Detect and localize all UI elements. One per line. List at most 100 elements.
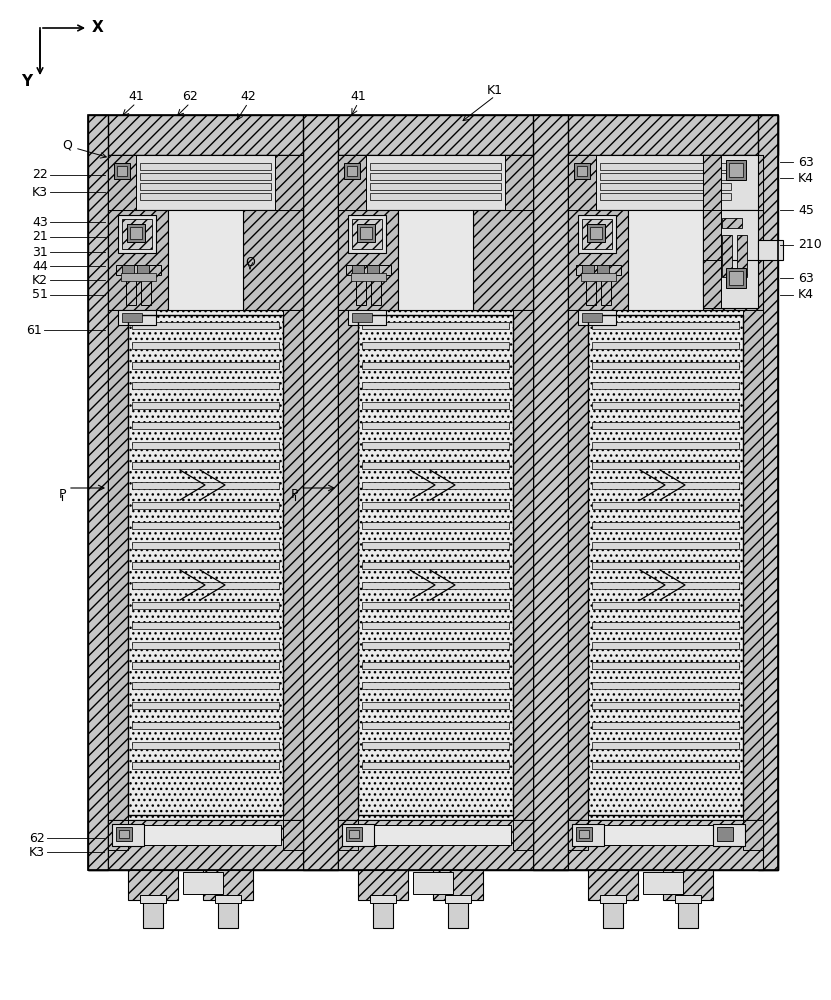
Text: K4: K4 [798,172,814,184]
Bar [132,762,279,769]
Bar [600,163,731,170]
Bar [729,271,743,285]
Bar [592,662,739,669]
Bar [360,825,511,845]
Bar [590,825,741,845]
Bar [108,155,303,210]
Bar [132,602,279,609]
Bar [362,322,509,329]
Bar [88,820,778,870]
Bar [448,900,468,928]
Bar [338,155,533,210]
Text: K1: K1 [487,84,503,97]
Bar [737,235,747,277]
Bar [703,260,721,308]
Bar [592,502,739,509]
Bar [140,163,271,170]
Bar [592,582,739,589]
Bar [588,315,743,815]
Bar [703,210,721,295]
Bar [592,702,739,709]
Bar [132,642,279,649]
Bar [663,870,713,900]
Bar [132,342,279,349]
Bar [367,265,379,277]
Bar [362,582,509,589]
Bar [362,642,509,649]
Bar [533,115,568,870]
Bar [118,310,156,325]
Bar [362,762,509,769]
Bar [370,183,501,190]
Bar [362,342,509,349]
Bar [348,215,386,253]
Bar [358,870,408,900]
Text: K2: K2 [32,273,48,286]
Bar [592,442,739,449]
Bar [348,310,386,325]
Bar [132,382,279,389]
Text: X: X [92,20,104,35]
Bar [362,502,509,509]
Bar [108,820,128,850]
Bar [743,310,763,820]
Bar [722,218,742,228]
Bar [729,163,743,177]
Bar [275,155,303,210]
Bar [362,482,509,489]
Bar [678,900,698,928]
Bar [592,562,739,569]
Bar [600,183,731,190]
Bar [88,115,778,155]
Bar [143,900,163,928]
Bar [600,895,626,903]
Bar [703,210,758,295]
Bar [108,155,136,210]
Bar [132,662,279,669]
Bar [413,872,453,894]
Bar [344,163,360,179]
Bar [703,210,763,310]
Text: K4: K4 [798,288,814,302]
Bar [592,422,739,429]
Bar [433,870,483,900]
Bar [592,622,739,629]
Bar [114,163,130,179]
Bar [398,210,473,310]
Bar [132,562,279,569]
Bar [675,895,701,903]
Bar [358,315,513,815]
Bar [586,275,596,305]
Bar [128,315,283,815]
Bar [338,310,533,820]
Bar [362,522,509,529]
Bar [357,224,375,242]
Bar [362,742,509,749]
Text: P: P [58,488,66,502]
Bar [370,193,501,200]
Bar [362,422,509,429]
Bar [513,310,533,820]
Bar [592,762,739,769]
Bar [717,827,733,841]
Bar [349,830,359,838]
Text: P: P [291,488,299,502]
Bar [373,900,393,928]
Text: 51: 51 [32,288,48,302]
Bar [362,682,509,689]
Bar [568,310,763,820]
Text: 63: 63 [798,155,814,168]
Bar [122,219,152,249]
Bar [283,820,303,850]
Bar [183,872,223,894]
Bar [218,900,238,928]
Bar [132,462,279,469]
Bar [628,210,703,310]
Text: 210: 210 [798,238,822,251]
Bar [362,542,509,549]
Bar [362,702,509,709]
Bar [119,830,129,838]
Text: K3: K3 [29,846,45,858]
Bar [568,310,588,820]
Bar [126,275,136,305]
